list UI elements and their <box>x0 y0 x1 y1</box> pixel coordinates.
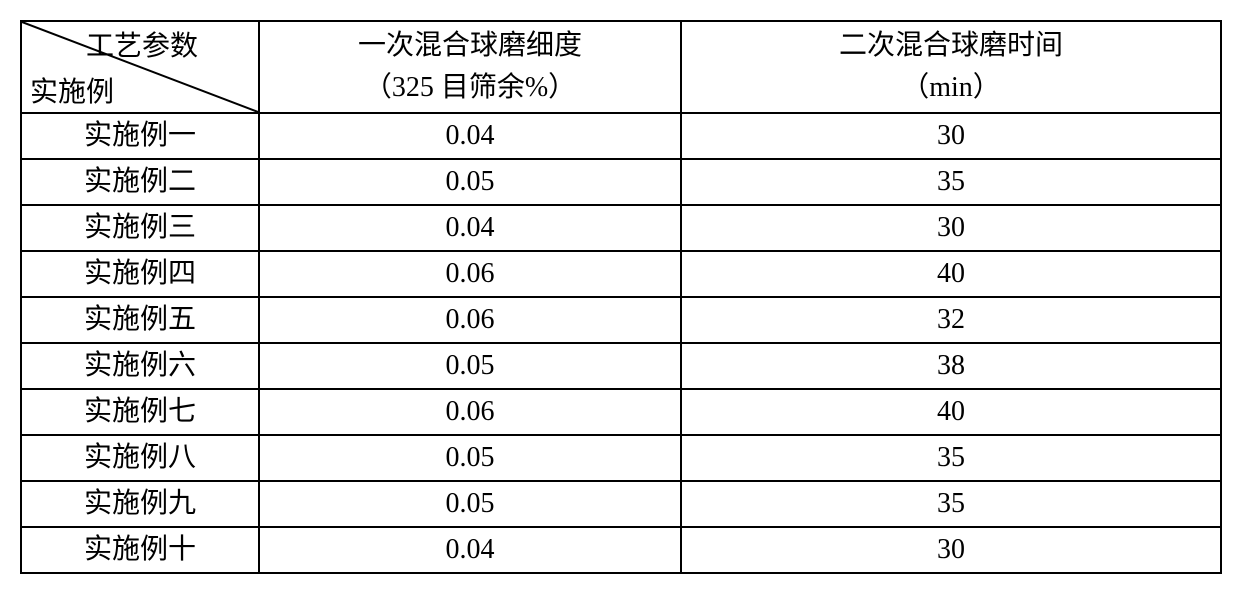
row-time: 30 <box>681 205 1221 251</box>
row-fineness: 0.04 <box>259 527 681 573</box>
row-fineness: 0.05 <box>259 159 681 205</box>
row-label: 实施例七 <box>21 389 259 435</box>
diagonal-bottom-label: 实施例 <box>30 70 114 110</box>
row-label: 实施例二 <box>21 159 259 205</box>
header-time-line1: 二次混合球磨时间 <box>682 25 1220 67</box>
row-label: 实施例五 <box>21 297 259 343</box>
table-row: 实施例九 0.05 35 <box>21 481 1221 527</box>
header-fineness-line2: （325 目筛余%） <box>260 67 680 109</box>
table-row: 实施例五 0.06 32 <box>21 297 1221 343</box>
row-time: 38 <box>681 343 1221 389</box>
row-time: 35 <box>681 435 1221 481</box>
row-time: 40 <box>681 251 1221 297</box>
table-row: 实施例六 0.05 38 <box>21 343 1221 389</box>
row-fineness: 0.05 <box>259 481 681 527</box>
column-header-time: 二次混合球磨时间 （min） <box>681 21 1221 113</box>
table-row: 实施例四 0.06 40 <box>21 251 1221 297</box>
table-row: 实施例八 0.05 35 <box>21 435 1221 481</box>
row-fineness: 0.05 <box>259 435 681 481</box>
process-parameters-table: 工艺参数 实施例 一次混合球磨细度 （325 目筛余%） 二次混合球磨时间 （m… <box>20 20 1222 574</box>
row-fineness: 0.04 <box>259 113 681 159</box>
header-fineness-line1: 一次混合球磨细度 <box>260 25 680 67</box>
row-label: 实施例三 <box>21 205 259 251</box>
row-label: 实施例九 <box>21 481 259 527</box>
row-label: 实施例六 <box>21 343 259 389</box>
row-fineness: 0.04 <box>259 205 681 251</box>
row-label: 实施例四 <box>21 251 259 297</box>
table-row: 实施例七 0.06 40 <box>21 389 1221 435</box>
row-time: 30 <box>681 113 1221 159</box>
row-fineness: 0.05 <box>259 343 681 389</box>
table-header-row: 工艺参数 实施例 一次混合球磨细度 （325 目筛余%） 二次混合球磨时间 （m… <box>21 21 1221 113</box>
diagonal-header-cell: 工艺参数 实施例 <box>21 21 259 113</box>
row-label: 实施例十 <box>21 527 259 573</box>
table-body: 实施例一 0.04 30 实施例二 0.05 35 实施例三 0.04 30 实… <box>21 113 1221 573</box>
table-row: 实施例十 0.04 30 <box>21 527 1221 573</box>
diagonal-top-label: 工艺参数 <box>86 24 198 64</box>
row-label: 实施例八 <box>21 435 259 481</box>
row-time: 32 <box>681 297 1221 343</box>
row-fineness: 0.06 <box>259 389 681 435</box>
header-time-line2: （min） <box>682 67 1220 109</box>
row-label: 实施例一 <box>21 113 259 159</box>
table-row: 实施例三 0.04 30 <box>21 205 1221 251</box>
column-header-fineness: 一次混合球磨细度 （325 目筛余%） <box>259 21 681 113</box>
table-row: 实施例一 0.04 30 <box>21 113 1221 159</box>
row-time: 35 <box>681 481 1221 527</box>
row-fineness: 0.06 <box>259 297 681 343</box>
row-time: 30 <box>681 527 1221 573</box>
table-row: 实施例二 0.05 35 <box>21 159 1221 205</box>
row-fineness: 0.06 <box>259 251 681 297</box>
row-time: 40 <box>681 389 1221 435</box>
row-time: 35 <box>681 159 1221 205</box>
